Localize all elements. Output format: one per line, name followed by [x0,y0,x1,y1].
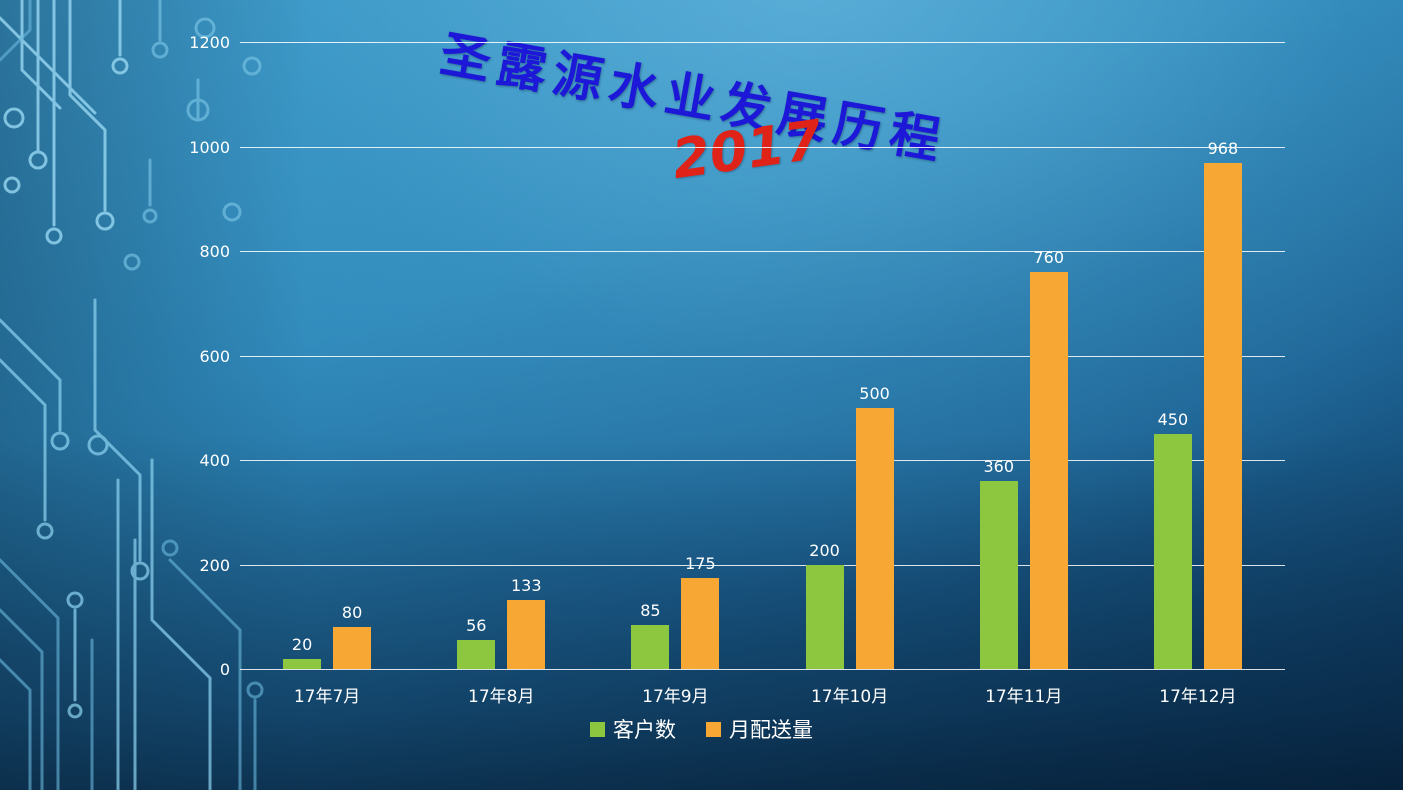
legend-item: 月配送量 [706,714,813,744]
bar-月配送量 [681,577,720,669]
chart-legend: 客户数 月配送量 [0,714,1403,744]
circuit-decoration-graphic [0,0,264,790]
bar-wrap: 175 [681,553,720,669]
gridline [240,146,1285,148]
legend-swatch [706,721,721,737]
legend-item: 客户数 [590,714,676,744]
bar-wrap: 80 [333,603,372,669]
bar-wrap: 360 [979,456,1018,669]
x-axis-category-label: 17年10月 [810,687,889,707]
bar-客户数 [631,624,670,669]
bar-wrap: 968 [1203,139,1242,669]
y-axis-tick-label: 0 [219,660,230,679]
gridline [240,42,1285,43]
bar-value-label: 20 [291,634,313,654]
bar-value-label: 85 [640,600,661,620]
bar-wrap: 450 [1153,409,1192,669]
bar-value-label: 500 [859,383,890,403]
bar-wrap: 133 [507,575,546,669]
bar-value-label: 450 [1157,409,1189,429]
bar-wrap: 200 [805,540,844,669]
gridline [240,355,1285,357]
bar-group: 200 500 [805,383,894,669]
bar-value-label: 56 [466,615,487,635]
bar-group: 56 133 [457,575,546,669]
bar-group: 360 760 [979,247,1068,669]
bar-wrap: 500 [855,383,894,669]
gridline [240,460,1285,461]
legend-swatch [590,721,605,737]
y-axis-tick-label: 1000 [189,137,230,157]
bar-value-label: 360 [983,456,1015,476]
bar-group: 450 968 [1153,139,1242,669]
legend-label: 客户数 [613,718,676,742]
legend-label: 月配送量 [729,718,813,742]
bar-wrap: 56 [457,615,496,669]
gridline [240,564,1285,566]
bar-value-label: 133 [510,575,542,595]
bar-客户数 [1153,433,1192,669]
y-axis-tick-label: 1200 [189,33,230,52]
bar-月配送量 [333,627,372,669]
bar-value-label: 760 [1033,247,1065,267]
gridline [240,669,1285,670]
bar-月配送量 [1203,163,1242,669]
bar-月配送量 [1029,271,1068,669]
gridline [240,251,1285,252]
x-axis-category-label: 17年9月 [642,687,709,707]
bar-月配送量 [855,407,894,669]
y-axis-tick-label: 600 [199,346,230,366]
y-axis-tick-label: 200 [199,555,230,575]
bar-value-label: 175 [685,553,716,573]
bar-wrap: 760 [1029,247,1068,669]
bar-value-label: 968 [1207,139,1239,159]
y-axis-tick-label: 800 [199,242,230,261]
x-axis-category-label: 17年12月 [1159,687,1237,707]
y-axis: 0 200 400 600 800 1000 1200 [175,33,230,679]
bar-value-label: 80 [341,603,363,623]
bar-chart-plot-area: 20 80 56 133 85 175 200 500 360 760 450 968 [240,42,1285,670]
bar-客户数 [283,658,322,669]
bar-group: 85 175 [631,553,720,669]
bar-value-label: 200 [809,540,840,560]
bar-wrap: 20 [283,634,322,669]
bar-group: 20 80 [283,603,372,669]
bar-客户数 [457,639,496,669]
bar-客户数 [979,480,1018,669]
bar-月配送量 [507,599,546,669]
x-axis-category-label: 17年7月 [293,687,361,707]
x-axis-category-label: 17年8月 [468,687,535,707]
bar-wrap: 85 [631,600,670,669]
x-axis: 17年7月 17年8月 17年9月 17年10月 17年11月 17年12月 [240,682,1285,707]
x-axis-category-label: 17年11月 [985,687,1063,707]
bar-客户数 [805,564,844,669]
y-axis-tick-label: 400 [199,451,230,470]
